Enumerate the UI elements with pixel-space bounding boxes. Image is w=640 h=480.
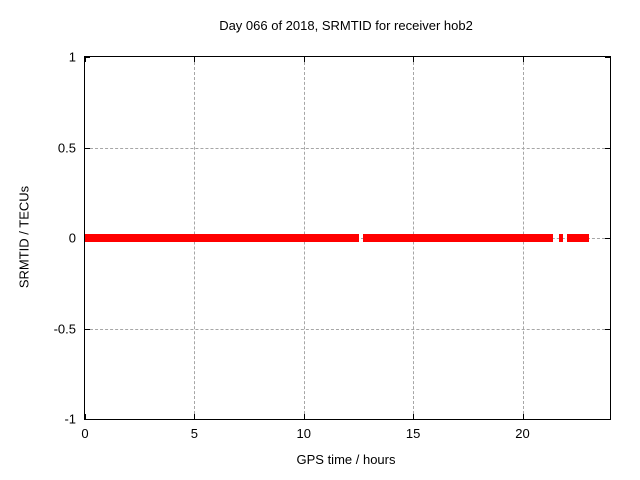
y-tick-mark xyxy=(85,419,90,420)
y-tick-label: 0.5 xyxy=(57,140,76,155)
x-tick-mark xyxy=(413,57,415,62)
x-tick-label: 0 xyxy=(81,426,89,441)
x-tick-label: 15 xyxy=(405,426,421,441)
y-tick-label: -0.5 xyxy=(53,321,76,336)
x-tick-mark xyxy=(303,57,305,62)
data-segment xyxy=(566,234,589,242)
x-tick-label: 5 xyxy=(190,426,198,441)
y-axis-label: SRMTID / TECUs xyxy=(16,185,32,289)
y-tick-mark xyxy=(85,147,90,149)
y-tick-mark xyxy=(605,419,610,420)
y-tick-label: 1 xyxy=(68,49,76,65)
y-tick-label: 0 xyxy=(68,230,76,246)
y-tick-mark xyxy=(85,328,90,330)
x-tick-mark xyxy=(85,57,86,62)
y-tick-mark xyxy=(605,328,610,330)
x-tick-mark xyxy=(194,57,196,62)
x-axis-label: GPS time / hours xyxy=(296,452,396,467)
y-tick-label: -1 xyxy=(64,411,76,427)
y-tick-mark xyxy=(605,57,610,58)
y-tick-mark xyxy=(85,57,90,58)
data-segment xyxy=(85,234,360,242)
gridline-horizontal xyxy=(85,147,610,149)
y-tick-mark xyxy=(605,147,610,149)
data-segment xyxy=(363,234,553,242)
y-tick-mark xyxy=(605,238,610,239)
x-tick-mark xyxy=(303,414,305,419)
plot-area xyxy=(84,56,611,420)
x-tick-mark xyxy=(194,414,196,419)
chart-title: Day 066 of 2018, SRMTID for receiver hob… xyxy=(219,18,473,33)
gridline-horizontal xyxy=(85,328,610,330)
x-tick-label: 10 xyxy=(296,426,311,441)
x-tick-label: 20 xyxy=(515,426,530,441)
x-tick-mark xyxy=(522,57,524,62)
x-tick-mark xyxy=(85,414,86,419)
data-segment xyxy=(559,234,563,242)
x-tick-mark xyxy=(413,414,415,419)
x-tick-mark xyxy=(522,414,524,419)
